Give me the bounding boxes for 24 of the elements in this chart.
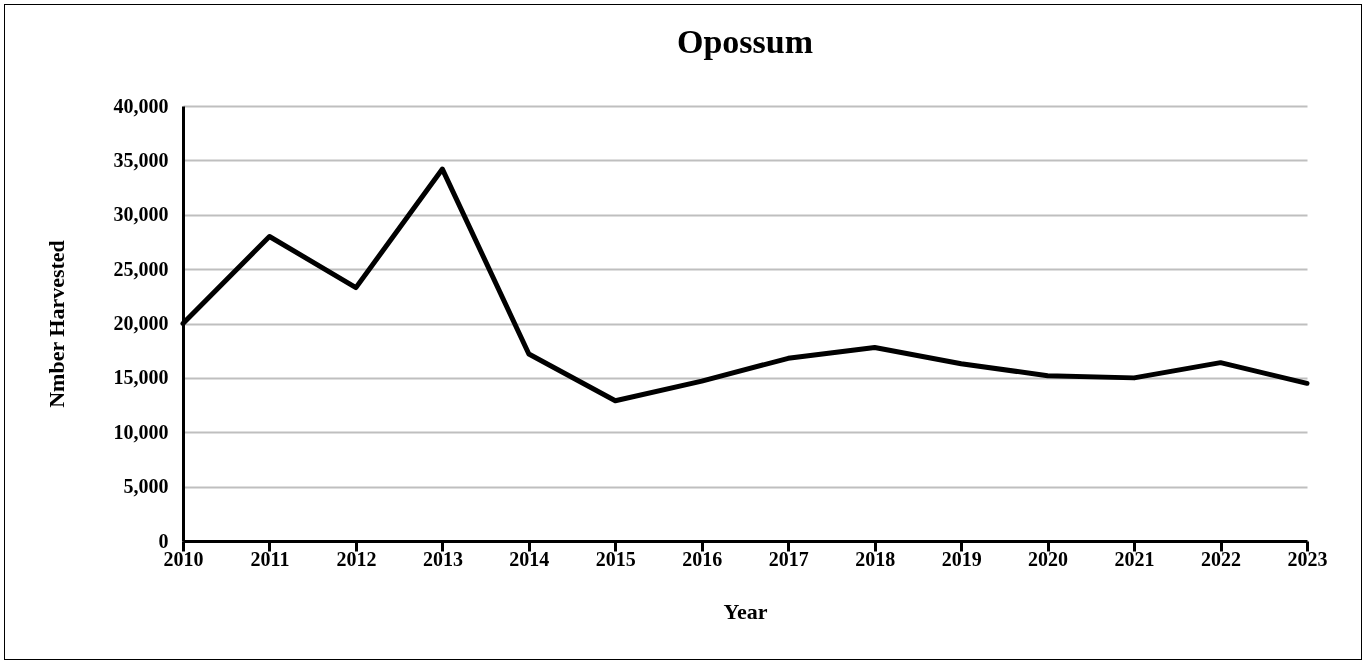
y-tick-label: 20,000: [113, 312, 169, 334]
x-axis-title: Year: [723, 598, 768, 624]
y-tick-label: 40,000: [113, 94, 169, 117]
y-tick-label: 30,000: [113, 203, 169, 226]
x-tick-label: 2021: [1114, 547, 1155, 570]
x-tick-label: 2023: [1287, 547, 1328, 570]
x-tick-label: 2012: [336, 547, 377, 570]
x-tick-label: 2011: [250, 547, 290, 570]
x-tick-label: 2017: [768, 547, 809, 570]
x-tick-label: 2013: [422, 547, 463, 570]
y-tick-label: 5,000: [123, 475, 169, 498]
x-tick-label: 2022: [1201, 547, 1242, 570]
x-tick-label: 2015: [595, 547, 636, 570]
y-tick-label: 15,000: [113, 366, 169, 389]
x-tick-label: 2014: [509, 547, 550, 570]
y-axis-title: Nmber Harvested: [43, 240, 69, 408]
x-tick-label: 2016: [682, 547, 723, 570]
y-tick-label: 35,000: [113, 148, 169, 171]
x-tick-label: 2020: [1028, 547, 1069, 570]
x-tick-label: 2019: [941, 547, 982, 570]
x-tick-label: 2018: [855, 547, 896, 570]
chart-title: Opossum: [676, 23, 814, 60]
y-tick-label: 25,000: [113, 257, 169, 280]
y-tick-label: 10,000: [113, 420, 169, 443]
